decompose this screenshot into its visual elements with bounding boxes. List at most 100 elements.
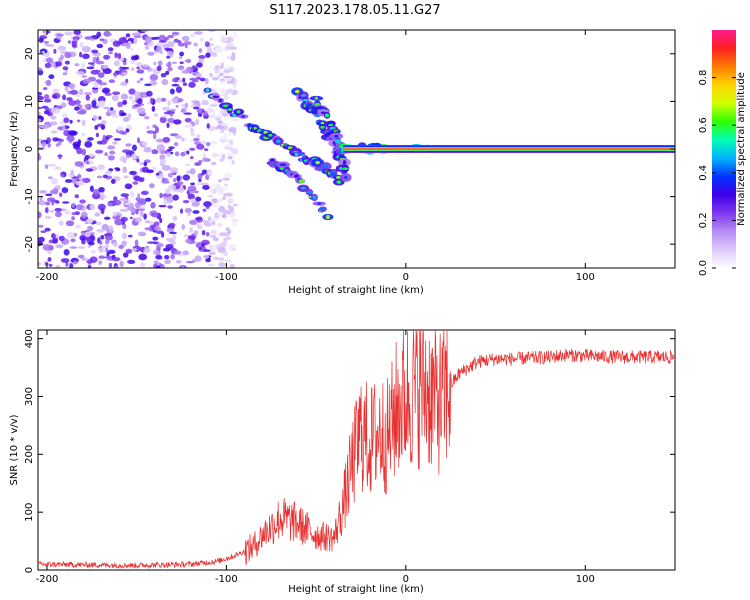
spectrogram-noise-blob <box>204 41 210 48</box>
spectrogram-noise-blob <box>76 119 81 123</box>
spectrogram-noise-blob <box>128 88 136 95</box>
spectrogram-noise-blob <box>50 107 60 114</box>
colorbar-label: Normalized spectral amplitude <box>736 72 747 226</box>
spectrogram-noise-blob <box>144 83 152 87</box>
spectrogram-noise-blob <box>214 65 220 69</box>
spectrogram-noise-blob <box>61 113 68 118</box>
spectrogram-noise-blob <box>71 216 75 221</box>
spectrogram-noise-blob <box>79 88 84 96</box>
spectrogram-noise-blob <box>198 178 202 183</box>
colorbar-tick-label: 0.4 <box>698 165 709 181</box>
spectrogram-arc-core <box>268 133 273 137</box>
spectrogram-noise-blob <box>167 205 173 209</box>
spectrogram-noise-blob <box>217 257 221 261</box>
spectrogram-noise-blob <box>121 232 128 240</box>
spectrogram-noise-blob <box>80 211 88 219</box>
spectrogram-noise-blob <box>91 100 97 107</box>
spectrogram-noise-blob <box>38 95 44 101</box>
spectrogram-noise-blob <box>227 244 235 251</box>
y-tick-label: 400 <box>24 329 35 348</box>
spectrogram-noise-blob <box>222 75 231 79</box>
spectrogram-noise-blob <box>205 52 211 58</box>
spectrogram-noise-blob <box>206 123 210 129</box>
spectrogram-noise-blob <box>163 198 168 206</box>
spectrogram-noise-blob <box>103 106 110 110</box>
spectrogram-noise-blob <box>231 148 239 155</box>
spectrogram-noise-blob <box>189 77 198 81</box>
spectrogram-noise-blob <box>72 176 80 179</box>
spectrogram-noise-blob <box>139 77 144 81</box>
spectrogram-noise-blob <box>107 202 114 207</box>
spectrogram-noise-blob <box>196 181 203 186</box>
spectrogram-noise-blob <box>174 151 180 157</box>
spectrogram-noise-blob <box>220 128 224 134</box>
spectrogram-arc-core <box>276 139 281 143</box>
spectrogram-noise-blob <box>134 217 143 223</box>
spectrogram-noise-blob <box>190 104 197 108</box>
spectrogram-noise-blob <box>158 34 166 42</box>
spectrogram-arc-core <box>336 175 341 180</box>
spectrogram-noise-blob <box>70 238 76 243</box>
spectrogram-noise-blob <box>172 216 178 221</box>
spectrogram-noise-blob <box>219 72 224 77</box>
spectrogram-noise-blob <box>89 203 96 211</box>
spectrogram-noise-blob <box>92 56 97 64</box>
spectrogram-noise-blob <box>191 121 196 127</box>
spectrogram-noise-blob <box>118 130 126 135</box>
spectrogram-noise-blob <box>144 227 153 231</box>
spectrogram-noise-blob <box>41 51 46 57</box>
spectrogram-arc-core <box>300 94 307 97</box>
spectrogram-noise-blob <box>164 255 170 260</box>
spectrogram-noise-blob <box>201 230 206 236</box>
spectrogram-noise-blob <box>189 219 197 225</box>
spectrogram-noise-blob <box>47 176 53 180</box>
spectrogram-noise-blob <box>160 98 167 102</box>
colorbar-axis: 0.0 0.2 0.4 0.6 0.8 <box>698 70 736 276</box>
spectrogram-noise-blob <box>87 62 95 65</box>
spectrogram-noise-blob <box>71 202 75 208</box>
spectrogram-noise-blob <box>100 235 105 240</box>
snr-frame <box>37 329 676 571</box>
spectrogram-noise-blob <box>54 211 62 218</box>
y-tick-label: 200 <box>24 445 35 464</box>
spectrogram-noise-blob <box>124 202 131 206</box>
spectrogram-noise-blob <box>79 51 83 58</box>
spectrogram-arc-core <box>236 110 241 114</box>
spectrogram-noise-blob <box>109 150 116 155</box>
spectrogram-arc-core <box>306 190 313 194</box>
spectrogram-noise-blob <box>224 45 232 50</box>
snr-x-label: Height of straight line (km) <box>288 584 424 595</box>
spectrogram-noise-blob <box>43 30 48 36</box>
spectrogram-noise-blob <box>51 187 59 195</box>
spectrogram-arc-core <box>319 207 326 211</box>
spectrogram-noise-blob <box>208 251 216 256</box>
spectrogram-noise-blob <box>113 60 120 67</box>
spectrogram-noise-blob <box>209 235 217 238</box>
spectrogram-noise-blob <box>190 198 195 203</box>
spectrogram-noise-blob <box>105 239 110 245</box>
spectrogram-noise-blob <box>151 166 157 171</box>
spectrogram-noise-blob <box>202 157 210 162</box>
colorbar-tick-label: 0.0 <box>698 260 709 276</box>
spectrogram-noise-blob <box>219 80 227 84</box>
spectrogram-noise-blob <box>50 115 57 120</box>
spectrogram-noise-blob <box>104 234 113 241</box>
spectrogram-noise-blob <box>165 152 172 158</box>
spectrogram-arc-core <box>312 195 317 200</box>
spectrogram-noise-blob <box>133 104 141 108</box>
spectrogram-noise-blob <box>78 254 84 259</box>
spectrogram-noise-blob <box>117 101 124 108</box>
spectrogram-noise-blob <box>219 232 227 237</box>
spectrogram-noise-blob <box>79 235 86 241</box>
spectrogram-noise-blob <box>183 234 189 238</box>
spectrogram-noise-blob <box>38 69 44 76</box>
spectrogram-noise-blob <box>107 47 114 52</box>
spectrogram-noise-blob <box>60 173 65 178</box>
spectrogram-noise-blob <box>52 88 60 93</box>
spectrogram-noise-blob <box>164 47 173 51</box>
spectrogram-noise-blob <box>194 31 203 35</box>
spectrogram-noise-blob <box>229 139 234 146</box>
spectrogram-noise-blob <box>219 158 225 162</box>
spectrogram-noise-blob <box>97 203 106 211</box>
spectrogram-noise-blob <box>48 74 55 80</box>
